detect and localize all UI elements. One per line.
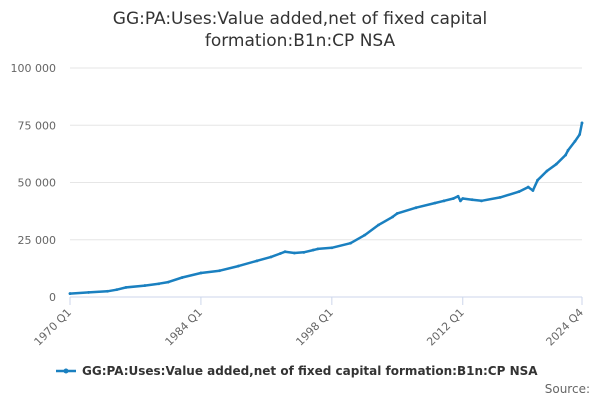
data-point bbox=[580, 121, 584, 125]
series-layer bbox=[68, 121, 584, 295]
data-point bbox=[573, 139, 577, 143]
data-point bbox=[531, 189, 535, 192]
y-tick-label: 50 000 bbox=[18, 177, 57, 190]
data-point bbox=[199, 271, 203, 275]
series-line bbox=[68, 121, 584, 295]
data-point bbox=[115, 288, 119, 292]
data-point bbox=[124, 285, 128, 289]
legend[interactable]: GG:PA:Uses:Value added,net of fixed capi… bbox=[56, 364, 538, 378]
x-tick-label: 2024 Q4 bbox=[544, 306, 587, 349]
x-tick-label: 2012 Q1 bbox=[424, 306, 467, 349]
y-tick-label: 0 bbox=[49, 291, 56, 304]
data-point bbox=[545, 169, 549, 173]
x-tick-label: 1970 Q1 bbox=[32, 306, 75, 349]
y-tick-label: 25 000 bbox=[18, 234, 57, 247]
data-point bbox=[470, 198, 474, 202]
x-tick-label: 1998 Q1 bbox=[293, 306, 336, 349]
data-point bbox=[461, 197, 465, 200]
data-point bbox=[279, 252, 282, 255]
data-point bbox=[554, 162, 558, 166]
source-label: Source: bbox=[544, 382, 590, 396]
data-point bbox=[236, 264, 240, 268]
chart-title-line-2: formation:B1n:CP NSA bbox=[204, 31, 396, 51]
data-point bbox=[68, 292, 72, 295]
data-point bbox=[564, 153, 568, 157]
data-point bbox=[157, 282, 161, 286]
data-point bbox=[433, 201, 437, 205]
data-point bbox=[349, 241, 352, 245]
gridlines bbox=[70, 67, 582, 241]
data-point bbox=[566, 149, 570, 152]
data-point bbox=[143, 284, 147, 287]
data-point bbox=[255, 259, 259, 263]
data-point bbox=[269, 255, 273, 259]
data-point bbox=[180, 276, 184, 279]
data-point bbox=[302, 250, 306, 254]
data-point bbox=[526, 185, 530, 189]
axes: 0 25 000 50 000 75 000 100 000 1970 Q1 1984 Q1… bbox=[11, 62, 587, 348]
chart-title: GG:PA:Uses:Value added,net of fixed capi… bbox=[0, 8, 600, 52]
data-point bbox=[311, 248, 315, 252]
data-point bbox=[391, 215, 395, 219]
data-point bbox=[363, 233, 366, 237]
y-tick-label: 100 000 bbox=[11, 62, 57, 75]
data-point bbox=[283, 250, 287, 254]
data-point bbox=[459, 199, 462, 203]
data-point bbox=[87, 291, 91, 294]
data-point bbox=[536, 178, 539, 182]
y-tick-label: 75 000 bbox=[18, 119, 57, 132]
legend-marker bbox=[63, 368, 69, 374]
data-point bbox=[517, 190, 521, 194]
data-point bbox=[480, 199, 483, 203]
data-point bbox=[456, 194, 460, 198]
data-point bbox=[442, 199, 446, 203]
data-point bbox=[498, 195, 502, 199]
data-point bbox=[452, 197, 455, 200]
legend-item-label: GG:PA:Uses:Value added,net of fixed capi… bbox=[82, 364, 538, 378]
data-point bbox=[316, 247, 320, 251]
data-point bbox=[414, 206, 418, 210]
data-point bbox=[330, 246, 334, 250]
data-point bbox=[377, 223, 381, 227]
chart-title-line-1: GG:PA:Uses:Value added,net of fixed capi… bbox=[112, 9, 488, 29]
data-point bbox=[166, 280, 170, 284]
x-tick-label: 1984 Q1 bbox=[163, 306, 206, 349]
data-point bbox=[395, 212, 399, 215]
data-point bbox=[106, 289, 109, 293]
data-point bbox=[218, 269, 222, 273]
data-point bbox=[578, 133, 582, 136]
data-point bbox=[293, 251, 296, 255]
